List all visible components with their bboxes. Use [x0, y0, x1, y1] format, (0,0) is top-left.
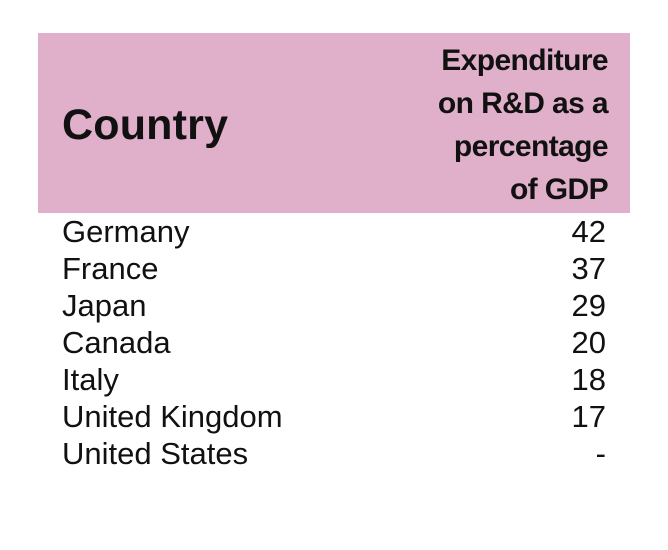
- country-cell: United States: [62, 436, 249, 471]
- country-cell: Japan: [62, 288, 147, 323]
- rd-expenditure-table: Country Expenditure on R&D as a percenta…: [38, 33, 630, 472]
- value-cell: 42: [571, 214, 606, 249]
- column-header-expenditure: Expenditure on R&D as a percentage of GD…: [348, 39, 609, 211]
- table-row: Italy 18: [38, 361, 630, 398]
- value-cell: 20: [571, 325, 606, 360]
- value-cell: -: [595, 436, 606, 471]
- column-header-country: Country: [62, 101, 229, 149]
- table-body: Germany 42 France 37 Japan 29 Canada 20 …: [38, 213, 630, 472]
- value-cell: 29: [571, 288, 606, 323]
- country-cell: Italy: [62, 362, 119, 397]
- table-header: Country Expenditure on R&D as a percenta…: [38, 33, 630, 213]
- column-header-line: on R&D as a: [437, 87, 609, 120]
- table-row: France 37: [38, 250, 630, 287]
- table-row: United Kingdom 17: [38, 398, 630, 435]
- country-cell: France: [62, 251, 159, 286]
- column-header-line: of GDP: [509, 173, 609, 206]
- country-cell: Germany: [62, 214, 190, 249]
- country-cell: United Kingdom: [62, 399, 283, 434]
- value-cell: 18: [571, 362, 606, 397]
- table-row: Canada 20: [38, 324, 630, 361]
- column-header-line: Expenditure: [441, 44, 608, 77]
- value-cell: 17: [571, 399, 606, 434]
- table-row: Germany 42: [38, 213, 630, 250]
- column-header-line: percentage: [453, 130, 609, 163]
- value-cell: 37: [571, 251, 606, 286]
- table-row: United States -: [38, 435, 630, 472]
- table-row: Japan 29: [38, 287, 630, 324]
- country-cell: Canada: [62, 325, 171, 360]
